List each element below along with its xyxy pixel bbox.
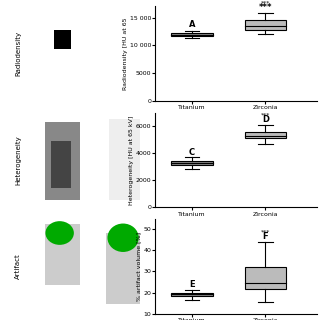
Text: (b): (b) xyxy=(98,92,105,97)
Text: D: D xyxy=(262,115,269,124)
Ellipse shape xyxy=(45,221,74,245)
Bar xyxy=(109,119,140,200)
Text: (a): (a) xyxy=(37,92,45,97)
Text: (c): (c) xyxy=(37,199,44,204)
Y-axis label: % artifact volume [%]: % artifact volume [%] xyxy=(137,232,142,301)
Text: C: C xyxy=(189,148,195,157)
Text: ***: *** xyxy=(259,3,272,12)
Bar xyxy=(172,161,212,165)
Y-axis label: Heterogeneity [HU at 65 kV]: Heterogeneity [HU at 65 kV] xyxy=(129,115,134,205)
Text: (d): (d) xyxy=(98,199,105,204)
Bar xyxy=(45,122,80,200)
Bar xyxy=(172,33,212,36)
Bar xyxy=(48,13,77,96)
Text: Artifact: Artifact xyxy=(15,253,21,279)
Text: ***: *** xyxy=(261,1,270,5)
Bar xyxy=(172,292,212,296)
Text: A: A xyxy=(189,20,195,29)
Text: F: F xyxy=(263,232,268,241)
Text: Heterogeneity: Heterogeneity xyxy=(15,135,21,185)
Bar xyxy=(54,30,71,49)
Bar xyxy=(245,20,286,30)
Text: Radiodensity: Radiodensity xyxy=(15,31,21,76)
Bar xyxy=(112,11,137,96)
Ellipse shape xyxy=(108,224,139,252)
Text: ***: *** xyxy=(261,229,270,234)
Bar xyxy=(45,224,80,285)
Bar xyxy=(106,233,140,304)
Bar xyxy=(245,267,286,289)
Bar xyxy=(51,141,71,188)
Text: E: E xyxy=(189,280,195,289)
Text: ***: *** xyxy=(261,112,270,117)
Y-axis label: Radiodensity [HU at 65: Radiodensity [HU at 65 xyxy=(123,18,128,90)
Bar xyxy=(245,132,286,138)
